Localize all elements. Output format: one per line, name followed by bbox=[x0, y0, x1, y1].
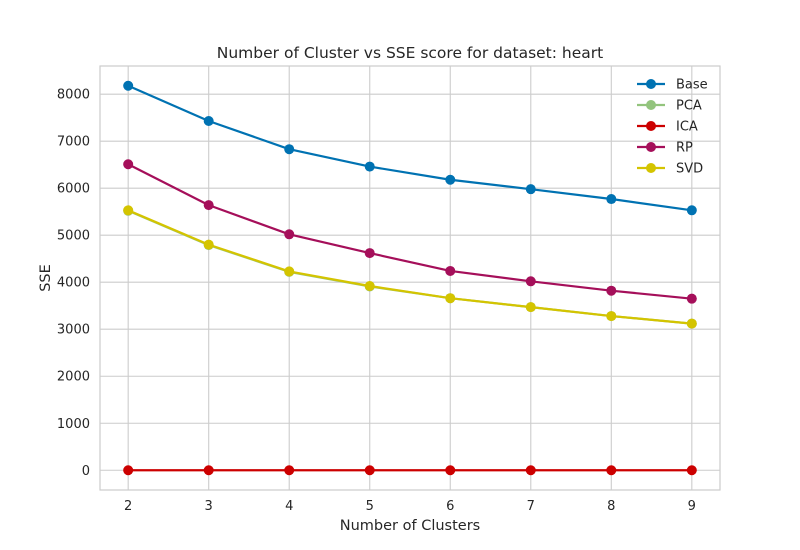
data-point-rp bbox=[203, 200, 214, 211]
data-point-rp bbox=[686, 293, 697, 304]
data-point-base bbox=[525, 184, 536, 195]
data-point-ica bbox=[284, 465, 295, 476]
series-base bbox=[123, 80, 697, 216]
y-tick-label: 8000 bbox=[57, 88, 90, 103]
data-point-svd bbox=[606, 311, 617, 322]
plot-frame bbox=[99, 65, 721, 491]
data-point-base bbox=[686, 205, 697, 216]
data-point-ica bbox=[203, 465, 214, 476]
legend-entry-svd: SVD bbox=[637, 162, 703, 177]
x-tick-label: 2 bbox=[124, 499, 132, 514]
data-point-ica bbox=[123, 465, 134, 476]
data-point-base bbox=[284, 144, 295, 155]
data-point-base bbox=[123, 80, 134, 91]
legend: Base PCA ICA RP SVD bbox=[637, 78, 708, 177]
chart-title: Number of Cluster vs SSE score for datas… bbox=[217, 44, 603, 62]
data-point-svd bbox=[445, 293, 456, 304]
series-line-base bbox=[127, 84, 692, 212]
data-point-ica bbox=[606, 465, 617, 476]
x-tick-label: 3 bbox=[205, 499, 213, 514]
x-tick-label: 4 bbox=[285, 499, 293, 514]
x-tick-label: 7 bbox=[527, 499, 535, 514]
legend-label: SVD bbox=[676, 162, 703, 177]
legend-marker bbox=[646, 121, 656, 131]
series-svd bbox=[123, 205, 697, 329]
x-tick-label: 9 bbox=[688, 499, 696, 514]
x-tick-labels: 2 3 4 5 6 7 8 9 bbox=[124, 499, 696, 514]
legend-marker bbox=[646, 79, 656, 89]
data-point-rp bbox=[123, 159, 134, 170]
legend-label: Base bbox=[676, 78, 708, 93]
legend-label: RP bbox=[676, 141, 693, 156]
series-line-rp bbox=[127, 163, 692, 300]
legend-label: ICA bbox=[676, 120, 698, 135]
legend-entry-pca: PCA bbox=[637, 99, 702, 114]
y-axis-label: SSE bbox=[38, 264, 54, 292]
data-point-svd bbox=[686, 318, 697, 329]
legend-entry-base: Base bbox=[637, 78, 708, 93]
y-tick-label: 1000 bbox=[57, 417, 90, 432]
data-point-ica bbox=[686, 465, 697, 476]
data-point-rp bbox=[606, 285, 617, 296]
data-point-svd bbox=[203, 239, 214, 250]
data-point-base bbox=[606, 194, 617, 205]
legend-marker bbox=[646, 142, 656, 152]
series-ica bbox=[123, 465, 697, 476]
legend-marker bbox=[646, 100, 656, 110]
data-point-svd bbox=[364, 280, 375, 291]
y-tick-label: 3000 bbox=[57, 323, 90, 338]
data-point-rp bbox=[445, 265, 456, 276]
y-tick-labels: 0 1000 2000 3000 4000 5000 6000 7000 8000 bbox=[57, 88, 90, 479]
y-tick-label: 6000 bbox=[57, 182, 90, 197]
data-point-base bbox=[203, 115, 214, 126]
data-point-base bbox=[445, 174, 456, 185]
data-point-ica bbox=[364, 465, 375, 476]
x-tick-label: 6 bbox=[446, 499, 454, 514]
y-tick-label: 4000 bbox=[57, 276, 90, 291]
legend-entry-rp: RP bbox=[637, 141, 693, 156]
y-tick-label: 7000 bbox=[57, 135, 90, 150]
data-point-ica bbox=[525, 465, 536, 476]
data-point-base bbox=[364, 161, 375, 172]
data-point-rp bbox=[284, 229, 295, 240]
plot-background bbox=[100, 66, 720, 490]
y-tick-label: 5000 bbox=[57, 229, 90, 244]
legend-entry-ica: ICA bbox=[637, 120, 698, 135]
data-point-ica bbox=[445, 465, 456, 476]
data-point-rp bbox=[364, 248, 375, 259]
x-axis-label: Number of Clusters bbox=[340, 518, 480, 534]
data-point-svd bbox=[525, 302, 536, 313]
series-rp bbox=[123, 159, 697, 304]
series-layer bbox=[123, 80, 697, 476]
legend-marker bbox=[646, 163, 656, 173]
data-point-rp bbox=[525, 276, 536, 287]
x-tick-label: 5 bbox=[366, 499, 374, 514]
series-line-svd bbox=[127, 209, 692, 325]
data-point-svd bbox=[284, 266, 295, 277]
x-tick-label: 8 bbox=[607, 499, 615, 514]
legend-label: PCA bbox=[676, 99, 702, 114]
y-tick-label: 2000 bbox=[57, 370, 90, 385]
y-tick-label: 0 bbox=[82, 464, 90, 479]
data-point-svd bbox=[123, 205, 134, 216]
